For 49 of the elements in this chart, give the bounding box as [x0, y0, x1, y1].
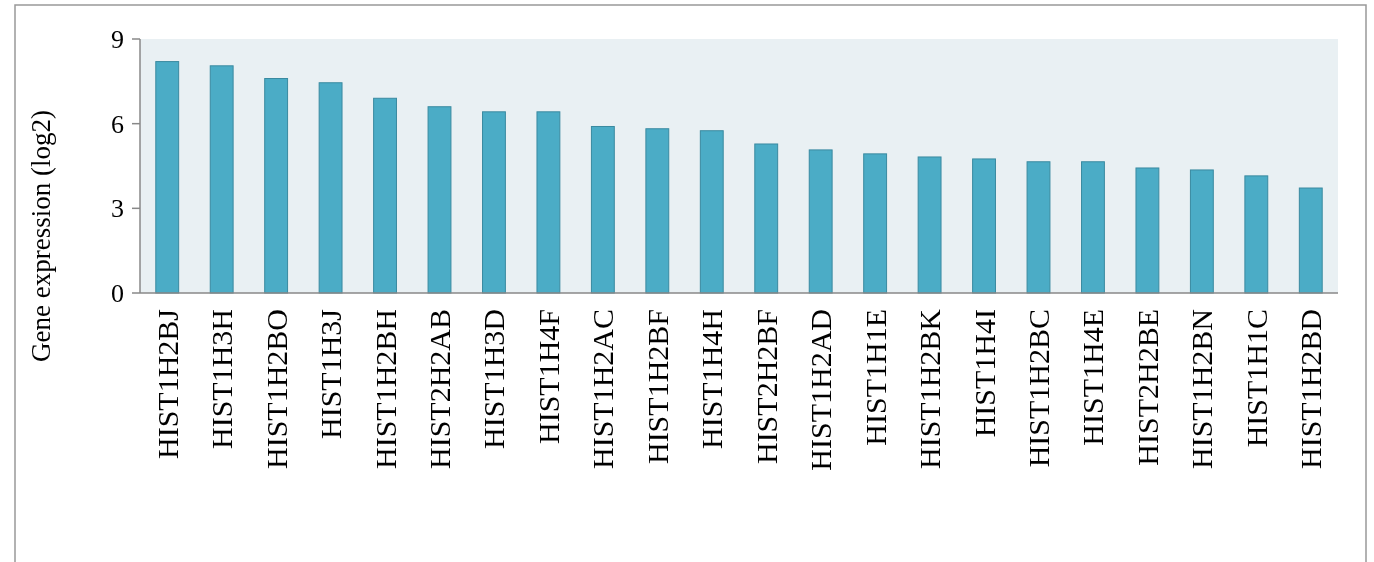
bar [427, 106, 452, 294]
x-tick-label: HIST1H2BJ [150, 308, 184, 460]
x-tick-label: HIST1H2BN [1185, 309, 1219, 470]
x-tick-label: HIST1H3D [477, 309, 511, 449]
y-tick-label: 9 [111, 25, 124, 55]
x-tick-label: HIST1H3J [314, 308, 348, 440]
bar [209, 65, 234, 294]
x-tick-label: HIST1H4H [695, 309, 729, 449]
bar [754, 143, 779, 294]
x-tick-label: HIST1H3H [205, 309, 239, 449]
y-tick-label: 0 [111, 279, 124, 309]
bar [699, 130, 724, 294]
bar [373, 97, 397, 294]
bar [536, 111, 561, 294]
bar [1298, 187, 1323, 294]
y-tick-label: 6 [111, 109, 124, 139]
x-tick-label: HIST1H2BK [913, 308, 947, 470]
bar [155, 61, 180, 294]
y-axis-title: Gene expression (log2) [26, 110, 56, 362]
x-tick-label: HIST1H4F [531, 309, 565, 445]
bar [482, 111, 506, 294]
x-tick-label: HIST1H2BF [640, 309, 674, 465]
x-tick-label: HIST2H2BF [749, 309, 783, 465]
x-tick-label: HIST1H4I [967, 309, 1001, 438]
x-tick-label: HIST1H2BO [259, 309, 293, 470]
bar [590, 125, 615, 294]
x-tick-label: HIST1H1E [858, 309, 892, 446]
bar [1189, 169, 1214, 294]
bar [1135, 167, 1160, 294]
x-tick-label: HIST1H2AD [804, 309, 838, 471]
bar [1026, 161, 1051, 294]
bar [1081, 161, 1105, 294]
bar [808, 149, 833, 294]
x-tick-label: HIST1H1C [1239, 309, 1273, 448]
x-tick-label: HIST1H2BC [1022, 309, 1055, 468]
bar [972, 158, 996, 294]
bar [917, 156, 942, 294]
y-tick-label: 3 [111, 194, 124, 224]
bar [1244, 175, 1269, 294]
x-tick-label: HIST1H2BD [1294, 309, 1328, 470]
bar [645, 128, 670, 294]
x-tick-label: HIST1H2BH [368, 309, 402, 470]
bar [863, 153, 888, 294]
bar [264, 78, 289, 294]
x-tick-label: HIST2H2BE [1130, 309, 1164, 466]
bar [318, 82, 343, 294]
x-tick-label: HIST1H2AC [586, 309, 620, 470]
x-tick-label: HIST2H2AB [423, 309, 456, 470]
x-tick-label: HIST1H4E [1076, 309, 1110, 446]
